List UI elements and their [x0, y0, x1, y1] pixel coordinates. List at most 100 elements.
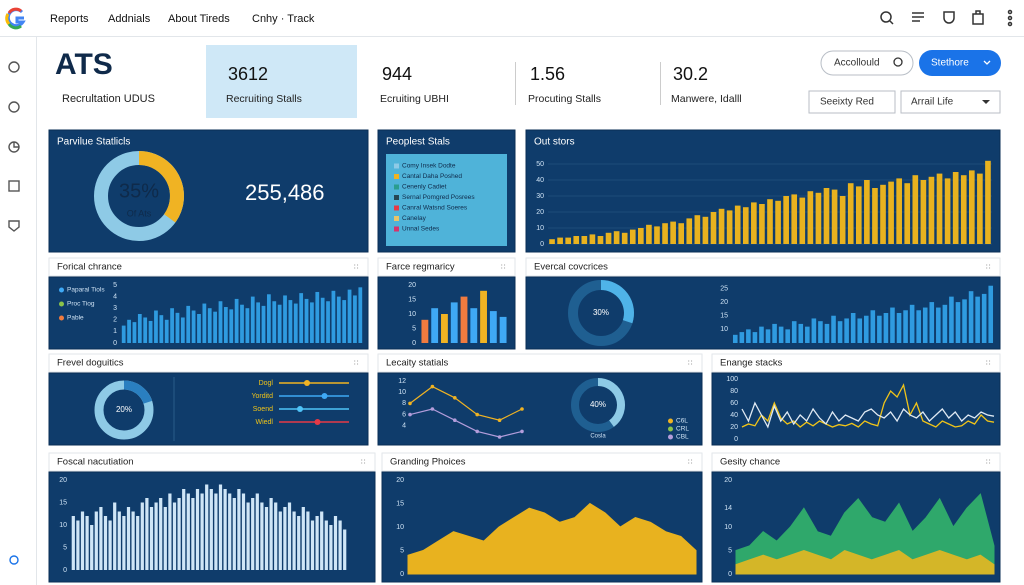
- filter-label: Seeixty Red: [820, 97, 874, 108]
- bar: [960, 175, 967, 244]
- slider-knob[interactable]: [297, 406, 303, 412]
- logo[interactable]: [5, 7, 26, 30]
- search-icon[interactable]: [880, 11, 892, 23]
- bar: [646, 224, 652, 244]
- bar: [195, 489, 200, 570]
- kpi-value: 30.2: [673, 64, 708, 84]
- grid-icon[interactable]: [8, 180, 20, 192]
- bar: [164, 319, 169, 343]
- nav-item[interactable]: Addnials: [108, 13, 151, 25]
- bar: [143, 317, 148, 343]
- legend-swatch: [394, 195, 399, 200]
- settings-icon[interactable]: [8, 61, 20, 73]
- bar: [347, 289, 352, 343]
- bar: [154, 310, 158, 343]
- line-point: [497, 435, 502, 439]
- primary-button[interactable]: [919, 50, 1001, 76]
- bar: [154, 502, 158, 570]
- bar: [686, 218, 693, 244]
- bar: [850, 313, 856, 343]
- legend-label: Canelay: [402, 215, 427, 222]
- filter-dropdown[interactable]: [808, 90, 896, 114]
- kpi-label: Manwere, Idalll: [671, 93, 742, 105]
- bar: [177, 498, 181, 570]
- bar: [168, 493, 172, 570]
- bar: [742, 207, 749, 244]
- slider-knob[interactable]: [321, 393, 328, 399]
- search-box[interactable]: [820, 50, 914, 76]
- panel-title: Enange stacks: [720, 358, 783, 369]
- bar: [831, 189, 838, 244]
- bar: [336, 296, 341, 343]
- panel: [48, 372, 369, 446]
- bar: [358, 287, 363, 343]
- bar: [942, 304, 948, 343]
- history-icon[interactable]: [8, 101, 20, 113]
- y-tick-label: 0: [400, 571, 404, 578]
- line-series: [409, 385, 523, 421]
- bar: [85, 516, 89, 570]
- legend-swatch: [668, 418, 673, 424]
- panel-menu: ∷: [688, 360, 693, 367]
- bar: [949, 296, 954, 343]
- y-tick-label: 5: [63, 544, 67, 551]
- bar: [981, 293, 987, 343]
- bar: [855, 186, 862, 244]
- message-icon[interactable]: [8, 220, 20, 232]
- brand-title: ATS: [55, 48, 113, 81]
- panel-title: Forical chrance: [57, 262, 122, 273]
- bar: [883, 313, 889, 343]
- bar: [71, 516, 75, 570]
- y-tick-label: 0: [113, 340, 117, 347]
- y-tick-label: 40: [730, 412, 738, 419]
- y-tick-label: 50: [536, 161, 544, 168]
- bar: [205, 484, 209, 570]
- help-icon[interactable]: [9, 555, 19, 565]
- bar: [678, 223, 685, 244]
- panel-title: Frevel doguitics: [57, 358, 124, 369]
- y-tick-label: 10: [408, 311, 416, 318]
- bar: [734, 205, 741, 244]
- bar: [718, 208, 725, 244]
- y-tick-label: 15: [720, 313, 728, 320]
- bar: [103, 516, 108, 570]
- slider-knob[interactable]: [304, 380, 310, 386]
- y-tick-label: 4: [113, 293, 117, 300]
- bar: [261, 305, 266, 343]
- bar: [122, 516, 126, 570]
- y-tick-label: 15: [396, 500, 404, 507]
- bar: [209, 489, 213, 570]
- bar: [343, 529, 347, 570]
- bar: [333, 516, 338, 570]
- bag-icon[interactable]: [972, 10, 984, 25]
- line-point: [430, 407, 435, 411]
- panel-content: Paparal Tiols Proc Tiog Pable 0 1 2 3 4 5: [59, 282, 363, 347]
- menu-icon[interactable]: [912, 12, 924, 22]
- legend-swatch: [668, 434, 673, 440]
- bar: [163, 507, 167, 570]
- y-tick-label: 4: [402, 423, 406, 430]
- area-series: [407, 502, 697, 575]
- bar: [310, 520, 315, 570]
- bar: [629, 229, 636, 244]
- legend-label: Cantal Daha Poshed: [402, 173, 462, 180]
- nav-item[interactable]: About Tireds: [168, 13, 230, 25]
- bar: [775, 200, 781, 244]
- bar: [127, 319, 131, 343]
- bar: [857, 318, 863, 343]
- bar: [920, 180, 927, 244]
- bar: [234, 298, 239, 343]
- bar: [250, 296, 255, 343]
- bar: [121, 325, 126, 343]
- y-tick-label: 20: [408, 282, 416, 289]
- nav-item[interactable]: Cnhy · Track: [252, 13, 315, 25]
- filter-dropdown[interactable]: [900, 90, 1001, 114]
- more-icon[interactable]: [1007, 15, 1013, 21]
- panel-title: Evercal covcrices: [534, 262, 608, 273]
- nav-item[interactable]: Reports: [50, 13, 89, 25]
- shield-icon[interactable]: [943, 11, 955, 24]
- bar: [890, 307, 895, 343]
- legend-label: Comy Insek Dodte: [402, 163, 456, 170]
- slider-knob[interactable]: [314, 419, 321, 425]
- bar: [145, 498, 149, 570]
